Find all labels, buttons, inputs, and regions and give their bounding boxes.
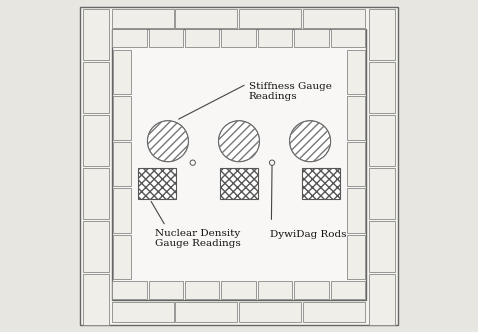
Bar bbox=[112, 29, 366, 300]
Circle shape bbox=[290, 121, 331, 162]
Bar bbox=[369, 115, 395, 166]
Bar bbox=[112, 30, 147, 47]
Bar bbox=[113, 189, 131, 233]
Bar bbox=[347, 142, 365, 187]
Bar bbox=[113, 235, 131, 279]
Bar bbox=[221, 281, 256, 299]
Circle shape bbox=[218, 121, 260, 162]
Bar bbox=[369, 274, 395, 325]
Bar bbox=[303, 9, 365, 28]
Bar bbox=[331, 30, 365, 47]
Bar bbox=[112, 302, 174, 322]
Bar bbox=[347, 49, 365, 94]
Bar bbox=[331, 281, 365, 299]
Bar bbox=[175, 302, 238, 322]
Bar bbox=[239, 302, 301, 322]
Text: Nuclear Density
Gauge Readings: Nuclear Density Gauge Readings bbox=[155, 229, 240, 248]
Bar bbox=[258, 30, 292, 47]
Bar bbox=[302, 168, 340, 199]
Bar bbox=[294, 30, 328, 47]
Bar bbox=[294, 281, 328, 299]
Text: Stiffness Gauge
Readings: Stiffness Gauge Readings bbox=[249, 82, 332, 101]
Bar bbox=[347, 96, 365, 140]
Bar bbox=[83, 62, 109, 113]
Bar bbox=[369, 9, 395, 60]
Bar bbox=[113, 96, 131, 140]
Bar bbox=[369, 221, 395, 272]
Bar bbox=[113, 49, 131, 94]
Bar bbox=[83, 115, 109, 166]
Bar bbox=[347, 235, 365, 279]
Bar bbox=[175, 9, 238, 28]
Circle shape bbox=[147, 121, 188, 162]
Bar bbox=[369, 62, 395, 113]
Bar bbox=[113, 142, 131, 187]
Bar bbox=[112, 9, 174, 28]
Bar bbox=[369, 168, 395, 219]
Bar bbox=[185, 281, 219, 299]
Circle shape bbox=[270, 160, 275, 165]
Bar bbox=[83, 221, 109, 272]
Text: DywiDag Rods: DywiDag Rods bbox=[271, 230, 347, 239]
Bar bbox=[83, 9, 109, 60]
Bar bbox=[303, 302, 365, 322]
Bar bbox=[258, 281, 292, 299]
Bar bbox=[138, 168, 176, 199]
Bar bbox=[112, 281, 147, 299]
Bar bbox=[149, 281, 183, 299]
Bar bbox=[83, 274, 109, 325]
Bar bbox=[220, 168, 258, 199]
Bar bbox=[149, 30, 183, 47]
Bar bbox=[83, 168, 109, 219]
Bar bbox=[221, 30, 256, 47]
Bar bbox=[347, 189, 365, 233]
Bar bbox=[185, 30, 219, 47]
Circle shape bbox=[190, 160, 196, 165]
Bar bbox=[239, 9, 301, 28]
